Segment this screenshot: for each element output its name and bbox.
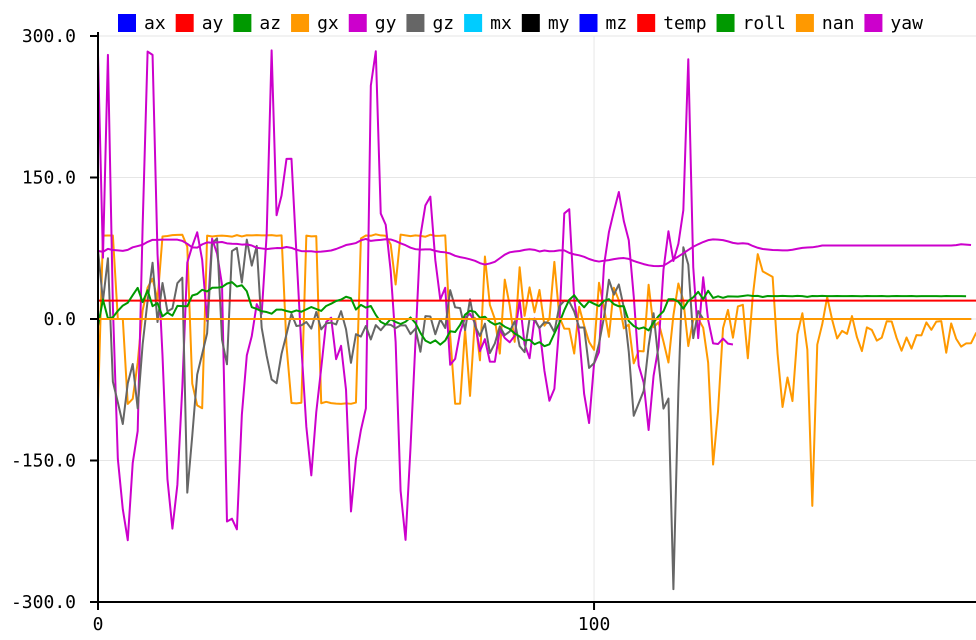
legend-item-yaw[interactable]: yaw (864, 13, 923, 34)
series-line-gx (97, 233, 976, 507)
legend-swatch (716, 14, 735, 32)
legend-item-gz[interactable]: gz (406, 13, 454, 34)
legend-label: temp (663, 13, 706, 34)
x-tick-label: 0 (93, 614, 104, 635)
legend-swatch (637, 14, 656, 32)
series-line-yaw (97, 237, 972, 268)
legend-item-mz[interactable]: mz (579, 13, 628, 34)
legend-label: roll (743, 13, 786, 34)
legend: ax ay az gx gy gz mx my mz temp roll nan yaw (118, 13, 923, 34)
legend-label: my (548, 13, 570, 34)
legend-label: gz (432, 13, 454, 34)
y-tick-label: 150.0 (22, 168, 76, 189)
legend-swatch (348, 14, 367, 32)
legend-label: ay (202, 13, 224, 34)
axis-layer: 300.0 150.0 0.0 -150.0 -300.0 0 100 (11, 26, 976, 635)
y-tick-label: 300.0 (22, 26, 76, 47)
legend-swatch (291, 14, 310, 32)
legend-swatch (795, 14, 814, 32)
legend-label: gy (375, 13, 397, 34)
legend-label: gx (317, 13, 339, 34)
legend-swatch (233, 14, 252, 32)
y-tick-label: -150.0 (11, 451, 76, 472)
legend-label: mz (606, 13, 628, 34)
series-line-gy (97, 49, 734, 542)
y-tick-label: 0.0 (43, 309, 76, 330)
series-line-gz (97, 237, 728, 591)
legend-swatch (175, 14, 194, 32)
legend-item-gx[interactable]: gx (291, 13, 339, 34)
legend-item-az[interactable]: az (233, 13, 281, 34)
legend-item-ay[interactable]: ay (175, 13, 224, 34)
legend-label: yaw (890, 13, 923, 34)
legend-label: nan (822, 13, 855, 34)
legend-swatch (406, 14, 425, 32)
legend-item-ax[interactable]: ax (118, 13, 166, 34)
legend-label: az (259, 13, 281, 34)
legend-item-roll[interactable]: roll (716, 13, 786, 34)
legend-label: ax (144, 13, 166, 34)
legend-swatch (118, 14, 136, 32)
legend-item-my[interactable]: my (521, 13, 570, 34)
legend-swatch (864, 14, 883, 32)
legend-swatch (579, 14, 598, 32)
series-layer (97, 49, 976, 591)
legend-item-temp[interactable]: temp (637, 13, 707, 34)
legend-item-gy[interactable]: gy (348, 13, 397, 34)
series-line-roll (97, 281, 967, 348)
legend-item-mx[interactable]: mx (464, 13, 512, 34)
x-tick-label: 100 (578, 614, 611, 635)
legend-label: mx (490, 13, 512, 34)
legend-swatch (521, 14, 540, 32)
y-tick-label: -300.0 (11, 592, 76, 613)
legend-swatch (464, 14, 483, 32)
legend-item-nan[interactable]: nan (795, 13, 855, 34)
